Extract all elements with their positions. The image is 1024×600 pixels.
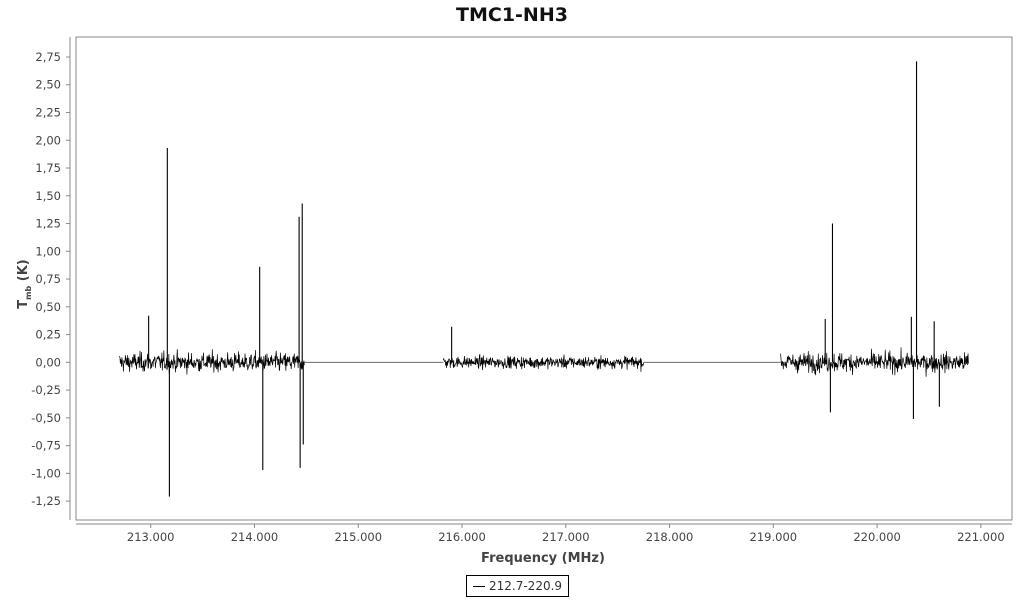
y-tick-label: -1,00 xyxy=(31,466,61,480)
series-layer xyxy=(119,61,969,497)
x-tick-label: 213.000 xyxy=(127,530,175,544)
y-tick-label: 2,50 xyxy=(35,78,61,92)
plot-area-frame xyxy=(75,36,1013,521)
y-axis-title: Tmb (K) xyxy=(16,259,33,308)
y-tick-label: 1,50 xyxy=(35,189,61,203)
x-tick-label: 217.000 xyxy=(542,530,590,544)
y-axis-title-main: T xyxy=(16,300,31,309)
legend: 212.7-220.9 xyxy=(466,575,570,597)
legend-label: 212.7-220.9 xyxy=(489,579,563,593)
y-tick-label: 2,25 xyxy=(35,106,61,120)
y-tick-label: 0,00 xyxy=(35,355,61,369)
x-tick-label: 221.000 xyxy=(957,530,1005,544)
x-axis-ticks: 213.000 214.000 215.000 216.000 217.000 218.0… xyxy=(127,524,1005,544)
y-tick-label: 1,75 xyxy=(35,161,61,175)
y-tick-label: 0,25 xyxy=(35,328,61,342)
y-axis-title-unit: (K) xyxy=(16,259,31,285)
y-tick-label: 2,75 xyxy=(35,50,61,64)
chart-title: TMC1-NH3 xyxy=(456,4,568,26)
y-tick-label: 0,75 xyxy=(35,272,61,286)
spectrum-segment xyxy=(780,347,969,377)
legend-swatch xyxy=(473,585,485,587)
y-axis-title-subscript: mb xyxy=(24,286,33,300)
y-tick-label: 1,00 xyxy=(35,244,61,258)
x-axis-title: Frequency (MHz) xyxy=(481,551,605,566)
spectrum-segment xyxy=(119,349,305,375)
y-tick-label: -0,75 xyxy=(31,439,61,453)
x-tick-label: 215.000 xyxy=(334,530,382,544)
y-tick-label: 2,00 xyxy=(35,133,61,147)
x-tick-label: 214.000 xyxy=(231,530,279,544)
spectrum-segment xyxy=(442,353,644,372)
x-tick-label: 219.000 xyxy=(750,530,798,544)
x-tick-label: 218.000 xyxy=(646,530,694,544)
x-tick-label: 220.000 xyxy=(853,530,901,544)
y-tick-label: 0,50 xyxy=(35,300,61,314)
y-axis-ticks: -1,25 -1,00 -0,75 -0,50 -0,25 0,00 0,25 0,50 0,7… xyxy=(31,50,70,508)
x-tick-label: 216.000 xyxy=(438,530,486,544)
y-tick-label: -0,50 xyxy=(31,411,61,425)
y-tick-label: 1,25 xyxy=(35,217,61,231)
y-tick-label: -1,25 xyxy=(31,494,61,508)
y-tick-label: -0,25 xyxy=(31,383,61,397)
